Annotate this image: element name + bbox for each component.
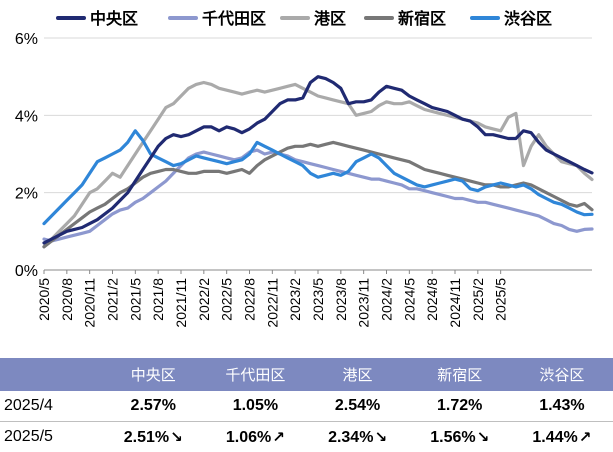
rate-table: 中央区 千代田区 港区 新宿区 渋谷区 2025/4 2.57% 1.05% 2.54% 1.7… [0,358,613,452]
x-tick-label: 2024/8 [424,278,440,321]
chart-gridlines [44,37,592,194]
rate-cell: 1.05% [204,391,306,422]
table-row: 2025/4 2.57% 1.05% 2.54% 1.72% 1.43% [0,391,613,422]
rate-value: 2.51% [123,428,170,446]
x-tick-label: 2023/11 [356,278,372,328]
x-tick-label: 2022/8 [242,278,258,321]
chart-legend: 中央区 千代田区 港区 新宿区 渋谷区 [56,9,552,28]
x-tick-label: 2023/5 [310,278,326,321]
arrow-up-right-icon: ↗ [578,428,592,446]
rate-value: 1.56% [430,428,476,446]
arrow-down-right-icon: ↘ [476,428,490,446]
legend-label: 渋谷区 [504,9,552,28]
rate-value: 2.34% [328,428,374,446]
legend-label: 新宿区 [398,9,446,28]
series-line-1 [42,148,594,243]
legend-label: 港区 [314,9,346,28]
chart-series-lines [42,75,594,249]
rate-value: 1.43% [539,397,585,414]
x-tick-label: 2020/5 [36,278,52,321]
series-line-0 [42,75,594,245]
x-tick-label: 2021/8 [150,278,166,321]
y-axis-tick-labels: 0% 2% 4% 6% [15,31,38,280]
table-header-cell: 渋谷区 [510,358,613,391]
rate-value: 1.06% [225,428,272,446]
x-tick-label: 2020/11 [82,278,98,328]
rate-value: 1.72% [437,397,483,414]
rate-value: 2.54% [334,397,381,414]
table-header-cell: 千代田区 [204,358,307,391]
table-body: 2025/4 2.57% 1.05% 2.54% 1.72% 1.43% 2025/5 2.5… [0,391,613,452]
line-chart: 中央区 千代田区 港区 新宿区 渋谷区 0%2%4%6% 2020/5 2020/8 202… [15,9,594,328]
x-tick-label: 2024/2 [379,278,395,321]
rate-cell: 1.43% [511,391,613,422]
y-tick-label: 2% [15,186,38,203]
x-tick-label: 2022/11 [264,278,280,328]
arrow-down-right-icon: ↘ [374,428,388,446]
x-axis-tick-labels: 2020/5 2020/8 2020/11 2021/2 2021/5 2021/8 202… [36,278,509,328]
table-row: 2025/5 2.51%↘ 1.06%↗ 2.34%↘ 1.56%↘ 1.44%↗ [0,421,613,452]
row-label: 2025/4 [4,397,53,414]
x-tick-label: 2025/5 [493,278,509,321]
x-axis [43,269,592,274]
table-header-cell [0,358,103,391]
rate-cell: 1.06%↗ [204,421,307,452]
rate-cell: 1.44%↗ [510,421,613,452]
rate-cell: 2.57% [102,391,204,422]
series-line-2 [42,80,594,249]
rate-cell: 2.34%↘ [306,421,409,452]
x-tick-label: 2020/8 [59,278,75,321]
legend-label: 千代田区 [202,9,266,28]
legend-label: 中央区 [90,9,138,28]
rate-cell: 2.51%↘ [102,421,205,452]
arrow-down-right-icon: ↘ [170,428,183,446]
arrow-up-right-icon: ↗ [272,428,285,446]
x-tick-label: 2023/2 [287,278,303,321]
rate-value: 1.44% [532,428,578,446]
row-label: 2025/5 [0,421,103,452]
table-header-cell: 新宿区 [408,358,511,391]
x-tick-label: 2024/5 [401,278,417,321]
y-tick-label: 0% [15,263,38,280]
x-tick-label: 2021/11 [173,278,189,328]
x-tick-label: 2022/2 [196,278,212,321]
rate-value: 2.57% [130,397,176,414]
rate-cell: 1.56%↘ [408,421,511,452]
x-tick-label: 2021/2 [105,278,121,321]
x-tick-label: 2022/5 [219,278,235,321]
x-tick-label: 2021/5 [127,278,143,321]
y-tick-label: 6% [15,31,38,48]
x-tick-label: 2025/2 [470,278,486,321]
y-tick-label: 4% [15,108,38,125]
series-line-4 [42,129,594,226]
x-tick-label: 2023/8 [333,278,349,321]
rate-cell: 1.72% [409,391,511,422]
table-header-cell: 中央区 [102,358,205,391]
rate-cell: 2.54% [306,391,408,422]
table-header-row: 中央区 千代田区 港区 新宿区 渋谷区 [0,358,613,391]
rate-value: 1.05% [232,397,279,414]
x-tick-label: 2024/11 [447,278,463,328]
table-header-cell: 港区 [306,358,409,391]
